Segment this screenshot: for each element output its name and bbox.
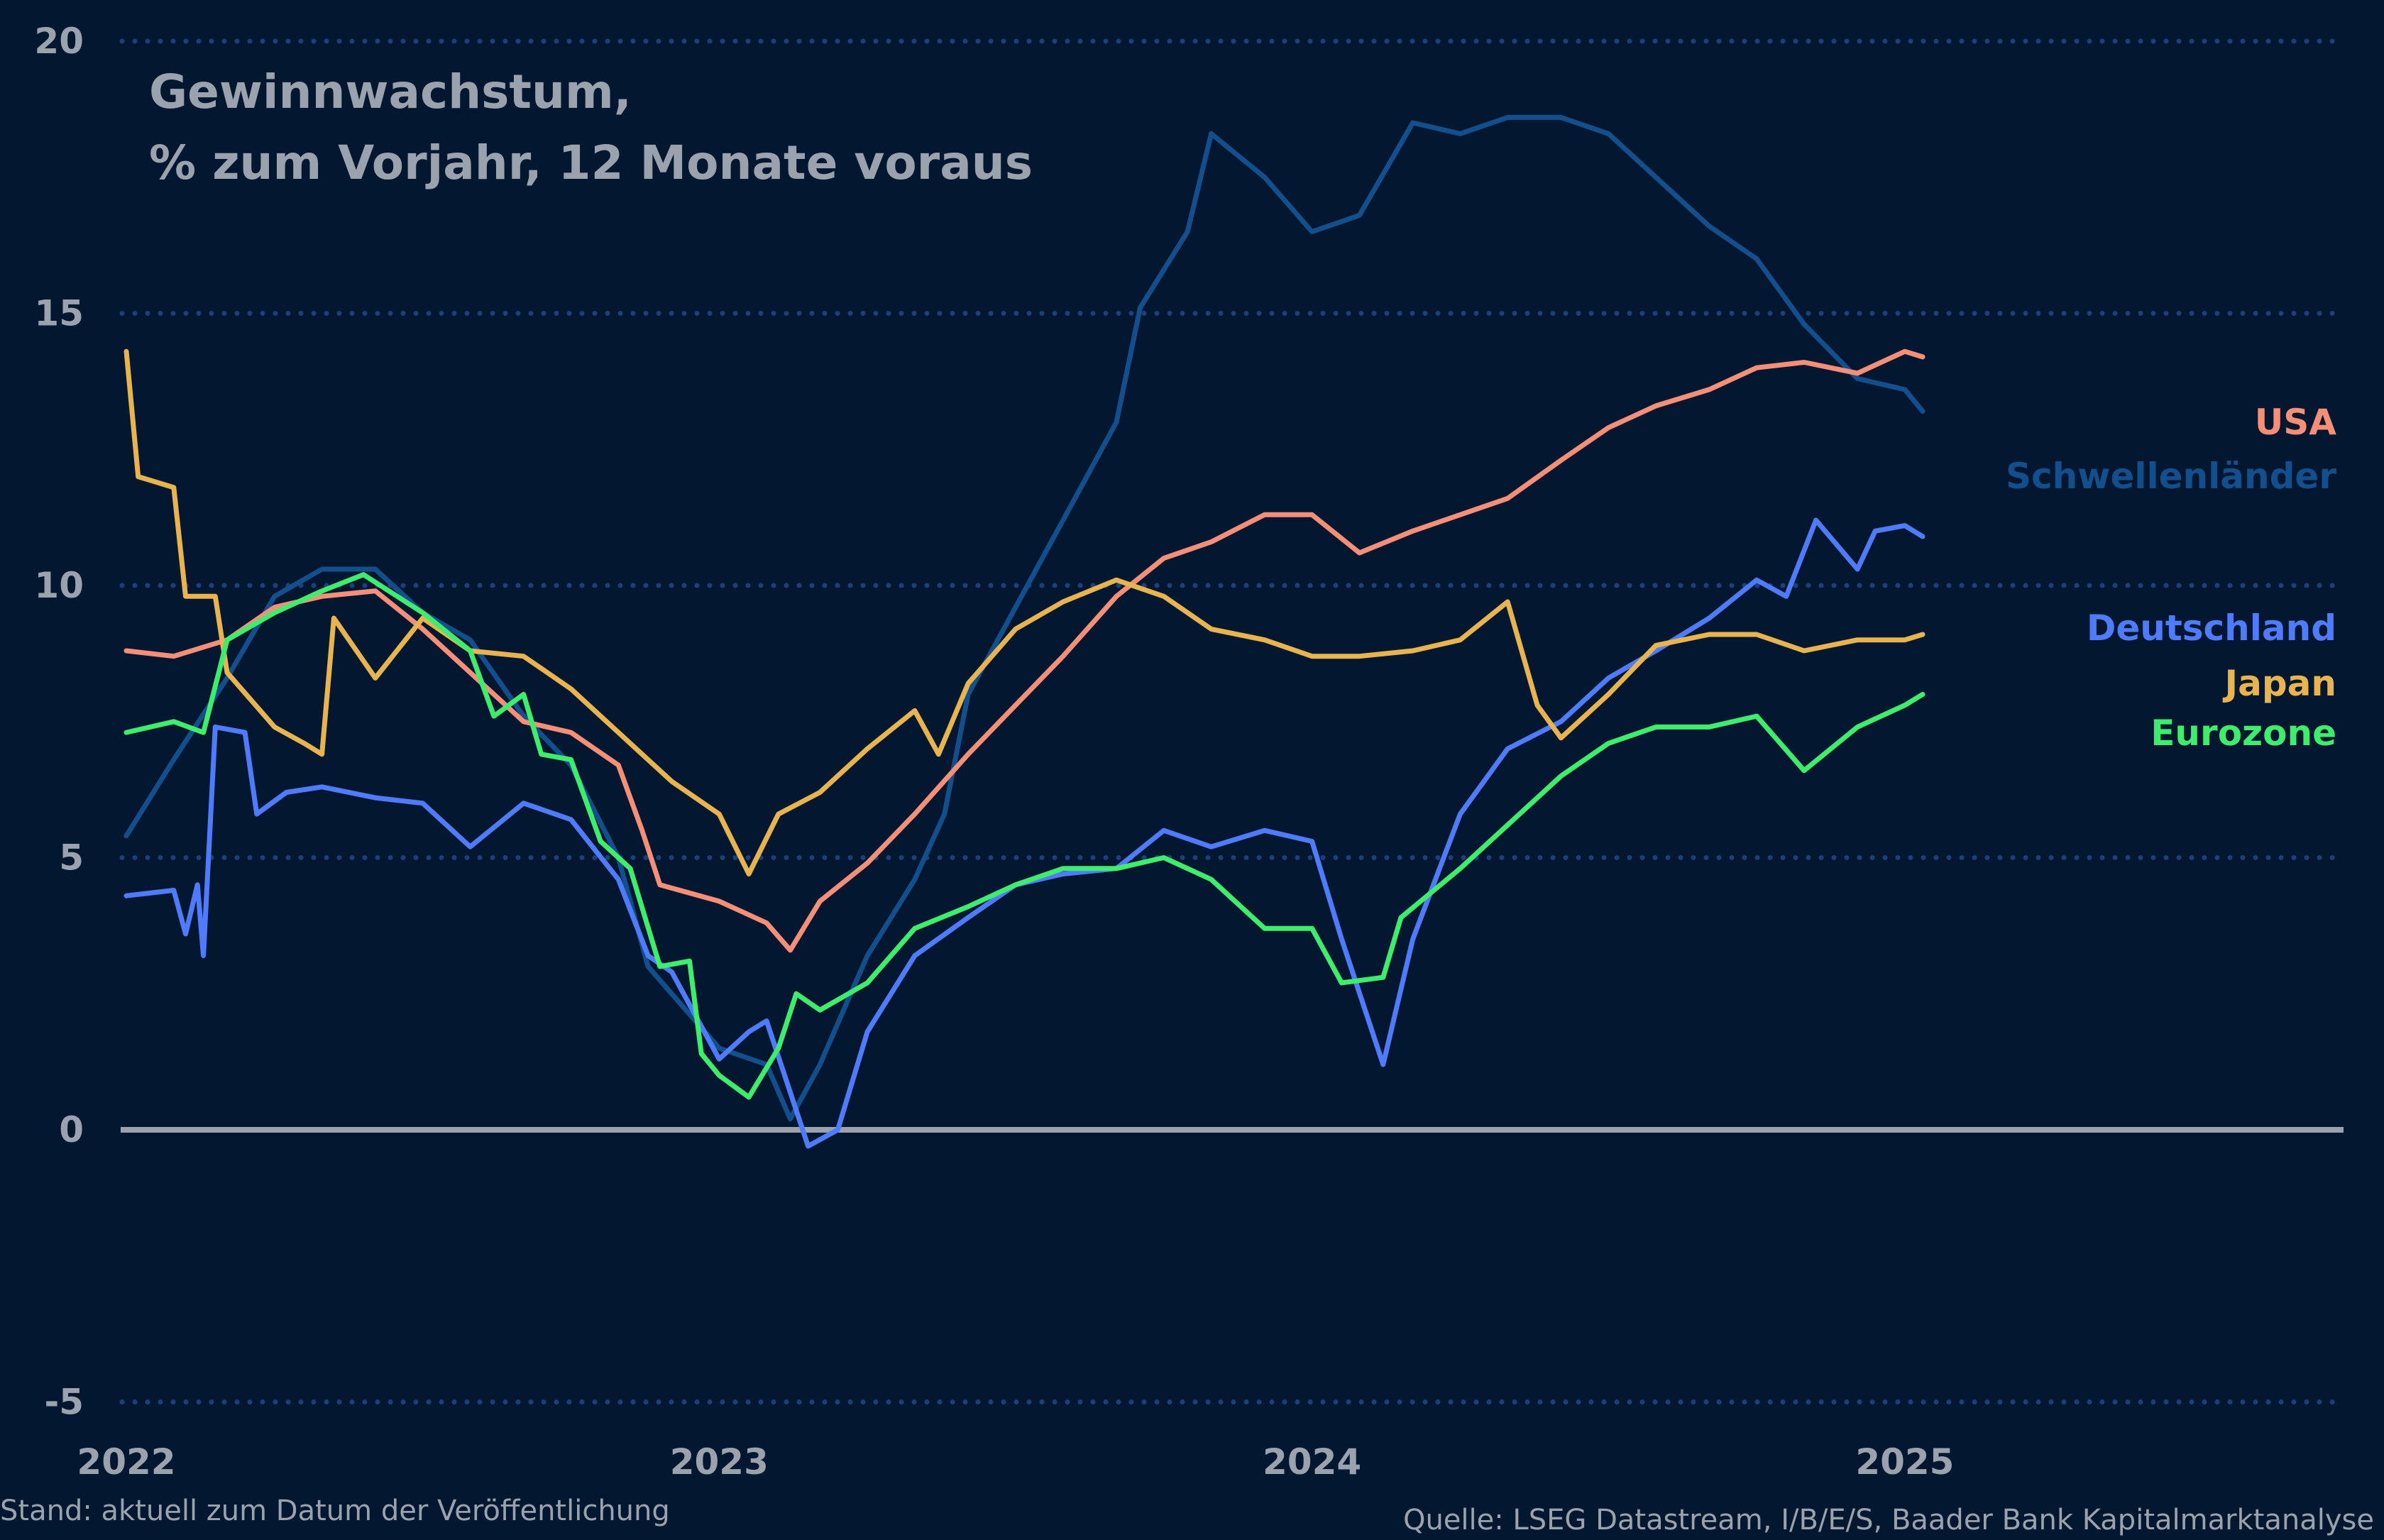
legend-label: Schwellenländer bbox=[2006, 456, 2336, 497]
chart-title-line-1: Gewinnwachstum, bbox=[149, 65, 632, 119]
series-line-deutschland bbox=[123, 517, 1926, 1149]
legend-label: Deutschland bbox=[2087, 607, 2336, 649]
footnote-source: Quelle: LSEG Datastream, I/B/E/S, Baader… bbox=[1403, 1504, 2374, 1536]
legend-label: Eurozone bbox=[2150, 713, 2336, 754]
y-axis: 20 15 10 5 0 -5 bbox=[34, 21, 84, 1423]
x-tick-label: 2022 bbox=[77, 1441, 175, 1483]
legend-label: Japan bbox=[2223, 663, 2336, 704]
y-tick-label: 10 bbox=[34, 565, 84, 606]
series-lines bbox=[123, 114, 1926, 1149]
x-tick-label: 2023 bbox=[670, 1441, 769, 1483]
y-tick-label: 5 bbox=[59, 837, 84, 879]
series-line-eurozone bbox=[123, 572, 1926, 1100]
x-tick-label: 2025 bbox=[1855, 1441, 1954, 1483]
y-tick-label: 0 bbox=[59, 1109, 84, 1150]
chart-title-line-2: % zum Vorjahr, 12 Monate voraus bbox=[149, 136, 1033, 190]
grid bbox=[119, 38, 2346, 1404]
legend: USA Schwellenländer Deutschland Japan Eurozo… bbox=[2006, 402, 2336, 754]
series-line-japan bbox=[123, 348, 1926, 876]
y-tick-label: -5 bbox=[44, 1382, 84, 1423]
x-axis: 2022 2023 2024 2025 bbox=[77, 1441, 1954, 1483]
y-tick-label: 20 bbox=[34, 21, 84, 62]
y-tick-label: 15 bbox=[34, 293, 84, 334]
series-line-schwellenländer bbox=[123, 114, 1926, 1122]
legend-label: USA bbox=[2255, 402, 2337, 443]
series-line-usa bbox=[123, 348, 1926, 953]
footnote-status: Stand: aktuell zum Datum der Veröffentli… bbox=[0, 1495, 670, 1527]
x-tick-label: 2024 bbox=[1263, 1441, 1361, 1483]
